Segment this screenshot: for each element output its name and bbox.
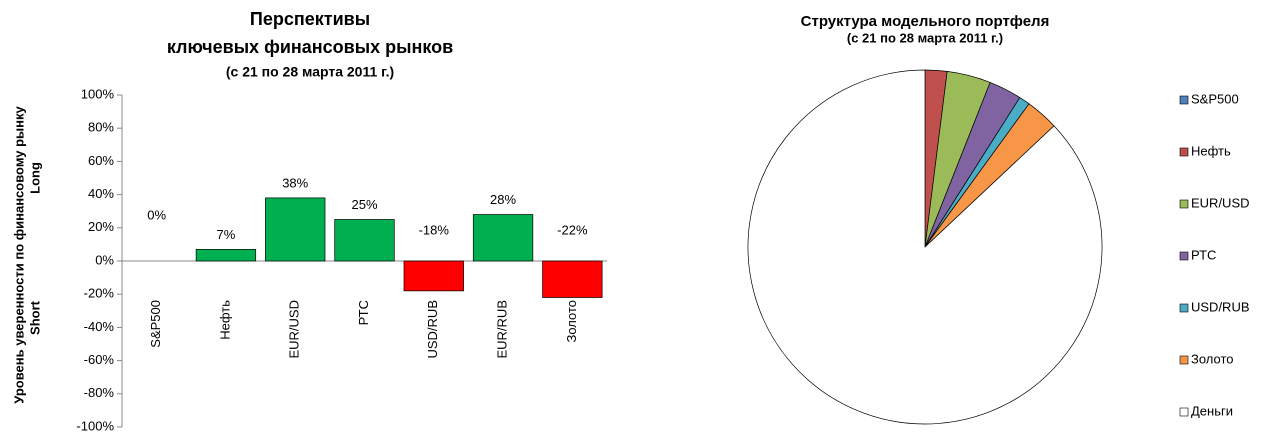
- y-tick-label: -80%: [84, 385, 115, 400]
- legend-swatch: [1179, 303, 1189, 313]
- legend-swatch: [1179, 147, 1189, 157]
- y-tick-label: -20%: [84, 286, 115, 301]
- legend-label: РТС: [1191, 247, 1216, 262]
- legend-swatch: [1179, 199, 1189, 209]
- chart-title: Перспективы: [250, 9, 370, 29]
- data-label: 38%: [282, 175, 308, 190]
- y-axis-label: Уровень уверенности по финансовому рынку: [11, 105, 26, 403]
- chart-title: Структура модельного портфеля: [801, 13, 1050, 30]
- y-tick-label: -100%: [76, 418, 114, 433]
- legend-swatch: [1179, 95, 1189, 105]
- data-label: 7%: [217, 227, 236, 242]
- pie-slice: [747, 69, 1103, 425]
- bar: [334, 219, 395, 262]
- y-tick-label: 80%: [88, 120, 114, 135]
- legend-label: S&P500: [1191, 91, 1239, 106]
- x-tick-label: EUR/RUB: [495, 300, 510, 359]
- bar: [542, 260, 603, 298]
- x-tick-label: USD/RUB: [425, 300, 440, 359]
- y-tick-label: 40%: [88, 186, 114, 201]
- y-tick-label: -40%: [84, 319, 115, 334]
- y-tick-label: 100%: [81, 86, 115, 101]
- data-label: 25%: [351, 197, 377, 212]
- x-tick-label: S&P500: [148, 300, 163, 348]
- y-axis-label-short: Short: [27, 300, 42, 335]
- data-label: 28%: [490, 192, 516, 207]
- legend-label: USD/RUB: [1191, 299, 1250, 314]
- legend-label: EUR/USD: [1191, 195, 1250, 210]
- y-tick-label: 0%: [95, 252, 114, 267]
- y-tick-label: 20%: [88, 219, 114, 234]
- y-tick-label: -60%: [84, 352, 115, 367]
- x-tick-label: Нефть: [217, 300, 232, 340]
- legend-swatch: [1179, 251, 1189, 261]
- y-axis-label-long: Long: [27, 162, 42, 194]
- data-label: -18%: [419, 222, 450, 237]
- legend-swatch: [1179, 355, 1189, 365]
- x-tick-label: РТС: [356, 300, 371, 325]
- y-tick-label: 60%: [88, 153, 114, 168]
- chart-title: (с 21 по 28 марта 2011 г.): [226, 64, 394, 80]
- bar: [472, 214, 534, 262]
- data-label: 0%: [147, 207, 166, 222]
- bar: [403, 260, 464, 292]
- x-tick-label: Золото: [564, 300, 579, 343]
- legend-label: Золото: [1191, 351, 1234, 366]
- legend-swatch: [1179, 407, 1189, 417]
- legend-label: Нефть: [1191, 143, 1231, 158]
- x-tick-label: EUR/USD: [287, 300, 302, 359]
- bar: [265, 197, 326, 262]
- chart-title: ключевых финансовых рынков: [167, 37, 453, 57]
- bar: [195, 249, 257, 262]
- legend-label: Деньги: [1191, 403, 1233, 418]
- data-label: -22%: [557, 222, 588, 237]
- chart-subtitle: (с 21 по 28 марта 2011 г.): [847, 30, 1003, 45]
